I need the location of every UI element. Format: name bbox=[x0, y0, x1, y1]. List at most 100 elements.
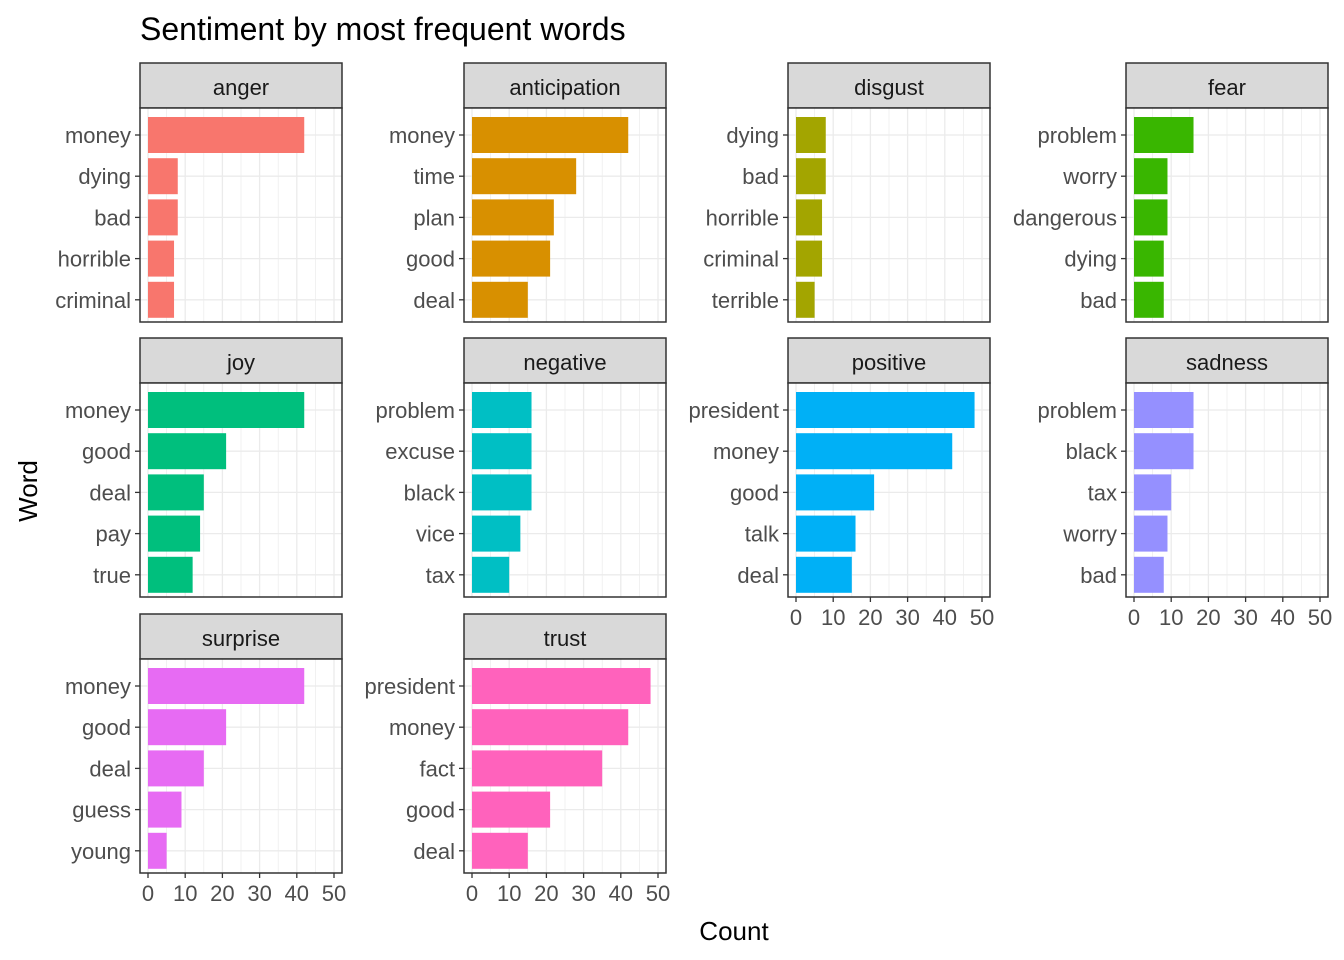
y-tick-label: worry bbox=[1062, 164, 1117, 189]
y-tick-label: president bbox=[364, 674, 455, 699]
x-tick-label: 0 bbox=[1128, 605, 1140, 630]
panel-border bbox=[1125, 382, 1329, 598]
x-tick-label: 20 bbox=[534, 881, 558, 906]
y-tick-label: dying bbox=[1064, 247, 1117, 272]
bar-dangerous bbox=[1134, 199, 1168, 236]
x-tick-label: 40 bbox=[1271, 605, 1295, 630]
y-tick-label: worry bbox=[1062, 522, 1117, 547]
y-tick-label: true bbox=[93, 563, 131, 588]
facet-strip bbox=[139, 62, 343, 109]
bar-deal bbox=[148, 474, 204, 511]
y-tick-label: problem bbox=[1038, 398, 1117, 423]
panel-joy: joy money good deal pay true bbox=[65, 337, 343, 598]
x-tick-label: 40 bbox=[285, 881, 309, 906]
y-axis-label: Word bbox=[13, 460, 43, 522]
x-tick-label: 30 bbox=[895, 605, 919, 630]
y-tick-label: problem bbox=[1038, 123, 1117, 148]
facet-strip bbox=[787, 62, 991, 109]
chart-title: Sentiment by most frequent words bbox=[140, 11, 626, 47]
y-tick-label: dying bbox=[78, 164, 131, 189]
y-tick-label: tax bbox=[426, 563, 455, 588]
panel-anger: anger money dying bad horrible criminal bbox=[55, 62, 343, 323]
bar-vice bbox=[472, 515, 521, 552]
x-tick-label: 50 bbox=[1308, 605, 1332, 630]
y-tick-label: money bbox=[65, 398, 131, 423]
bar-bad bbox=[148, 199, 178, 236]
bar-worry bbox=[1134, 158, 1168, 195]
y-tick-label: money bbox=[389, 715, 455, 740]
x-tick-label: 20 bbox=[210, 881, 234, 906]
y-tick-label: terrible bbox=[712, 288, 779, 313]
y-tick-label: bad bbox=[1080, 288, 1117, 313]
y-tick-label: good bbox=[82, 715, 131, 740]
bar-money bbox=[472, 709, 629, 746]
x-tick-label: 40 bbox=[609, 881, 633, 906]
y-tick-label: problem bbox=[376, 398, 455, 423]
x-tick-label: 0 bbox=[142, 881, 154, 906]
panel-trust: trust president money fact good deal 0 10 20 30 40… bbox=[364, 613, 670, 906]
x-tick-label: 30 bbox=[571, 881, 595, 906]
x-tick-label: 10 bbox=[173, 881, 197, 906]
y-tick-label: dying bbox=[726, 123, 779, 148]
x-tick-label: 10 bbox=[1159, 605, 1183, 630]
y-tick-label: talk bbox=[745, 522, 780, 547]
y-tick-label: deal bbox=[89, 480, 131, 505]
bar-horrible bbox=[796, 199, 823, 236]
facet-strip bbox=[1125, 337, 1329, 384]
facet-strip bbox=[463, 613, 667, 660]
panel-border bbox=[463, 107, 667, 323]
y-tick-label: guess bbox=[72, 798, 131, 823]
facet-strip bbox=[139, 337, 343, 384]
x-tick-label: 0 bbox=[790, 605, 802, 630]
bar-worry bbox=[1134, 515, 1168, 552]
y-tick-label: deal bbox=[413, 288, 455, 313]
bar-problem bbox=[472, 392, 532, 428]
bar-money bbox=[148, 117, 305, 153]
bar-dying bbox=[148, 158, 178, 195]
bar-money bbox=[796, 433, 953, 470]
panel-border bbox=[139, 382, 343, 598]
y-tick-label: horrible bbox=[58, 247, 131, 272]
bar-good bbox=[472, 791, 551, 828]
facet-label: positive bbox=[852, 350, 927, 375]
y-tick-label: good bbox=[82, 439, 131, 464]
panel-border bbox=[463, 382, 667, 598]
panel-negative: negative problem excuse black vice tax bbox=[376, 337, 667, 598]
bar-money bbox=[472, 117, 629, 153]
facet-label: disgust bbox=[854, 75, 924, 100]
bar-president bbox=[472, 668, 651, 704]
y-tick-label: fact bbox=[420, 756, 455, 781]
bar-plan bbox=[472, 199, 554, 236]
panel-border bbox=[1125, 107, 1329, 323]
panel-border bbox=[787, 107, 991, 323]
y-tick-label: money bbox=[65, 674, 131, 699]
x-tick-label: 50 bbox=[970, 605, 994, 630]
panel-border bbox=[139, 107, 343, 323]
bar-bad bbox=[1134, 556, 1164, 593]
facet-label: surprise bbox=[202, 626, 280, 651]
facet-label: anger bbox=[213, 75, 269, 100]
bar-deal bbox=[472, 832, 528, 869]
bar-problem bbox=[1134, 117, 1194, 153]
facet-panels: anger money dying bad horrible criminal antici… bbox=[55, 62, 1332, 906]
y-tick-label: deal bbox=[413, 839, 455, 864]
bar-problem bbox=[1134, 392, 1194, 428]
bar-talk bbox=[796, 515, 856, 552]
x-axis-label: Count bbox=[699, 916, 769, 946]
bar-money bbox=[148, 392, 305, 428]
facet-label: fear bbox=[1208, 75, 1246, 100]
x-tick-label: 10 bbox=[497, 881, 521, 906]
bar-pay bbox=[148, 515, 201, 552]
facet-strip bbox=[463, 62, 667, 109]
panel-sadness: sadness problem black tax worry bad 0 10 20 30 40 5… bbox=[1038, 337, 1332, 630]
bar-criminal bbox=[796, 240, 823, 277]
bar-terrible bbox=[796, 281, 815, 318]
bar-true bbox=[148, 556, 193, 593]
bar-excuse bbox=[472, 433, 532, 470]
y-tick-label: deal bbox=[737, 563, 779, 588]
y-tick-label: tax bbox=[1088, 480, 1117, 505]
facet-strip bbox=[1125, 62, 1329, 109]
y-tick-label: deal bbox=[89, 756, 131, 781]
bar-good bbox=[148, 433, 227, 470]
x-tick-label: 10 bbox=[821, 605, 845, 630]
